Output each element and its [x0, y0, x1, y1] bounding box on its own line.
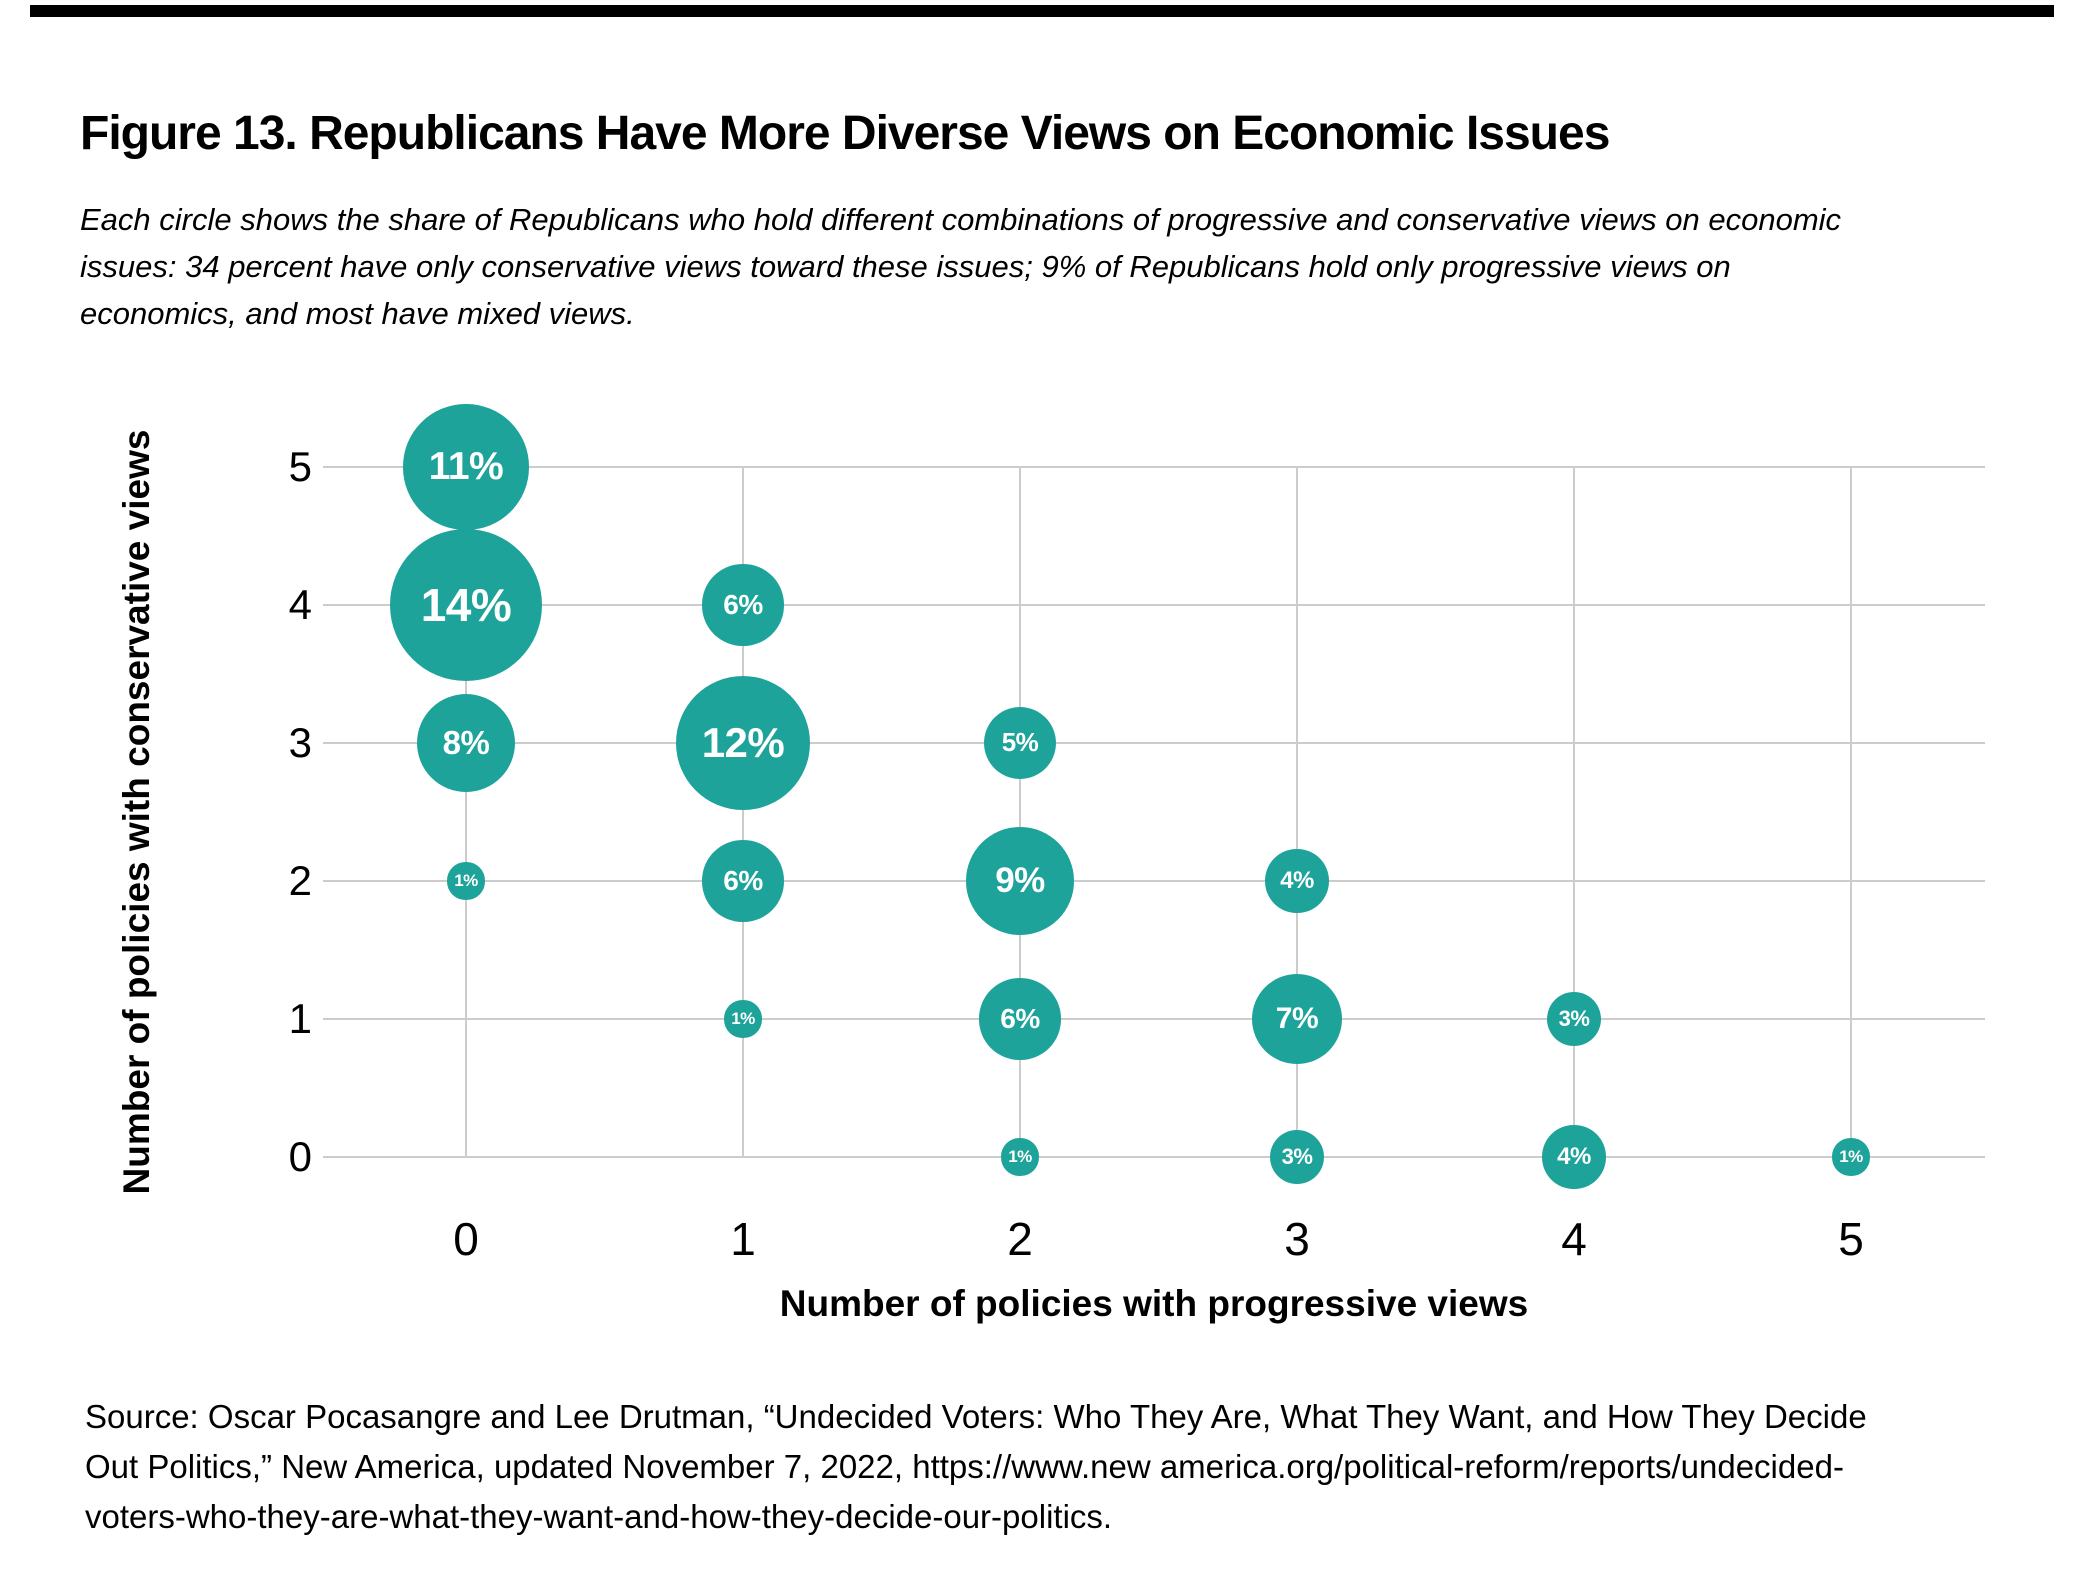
v-gridline-x4: [1573, 467, 1575, 1157]
y-tick-label-3: 3: [288, 719, 312, 766]
bubble-x2-y1: 6%: [979, 978, 1061, 1060]
bubble-x1-y4: 6%: [702, 564, 784, 646]
bubble-x4-y1: 3%: [1546, 991, 1602, 1047]
figure-title: Figure 13. Republicans Have More Diverse…: [80, 107, 1610, 161]
bubble-x0-y3: 8%: [416, 693, 516, 793]
source-note: Source: Oscar Pocasangre and Lee Drutman…: [85, 1392, 2045, 1542]
h-gridline-y1: [323, 1018, 1985, 1020]
source-note-line: voters-who-they-are-what-they-want-and-h…: [85, 1498, 1113, 1535]
y-tick-label-0: 0: [288, 1133, 312, 1180]
x-tick-label-0: 0: [453, 1213, 479, 1265]
figure-subtitle-line: issues: 34 percent have only conservativ…: [80, 249, 1731, 284]
x-axis-title: Number of policies with progressive view…: [779, 1283, 1529, 1324]
figure-subtitle: Each circle shows the share of Republica…: [80, 196, 2040, 337]
bubble-x1-y2: 6%: [702, 840, 784, 922]
y-axis-title: Number of policies with conservative vie…: [116, 429, 157, 1195]
y-tick-label-4: 4: [288, 581, 312, 628]
x-tick-label-3: 3: [1284, 1213, 1310, 1265]
bubble-x0-y5: 11%: [403, 404, 529, 530]
h-gridline-y0: [323, 1156, 1985, 1158]
bubble-x2-y3: 5%: [983, 706, 1057, 780]
x-tick-label-1: 1: [730, 1213, 756, 1265]
v-gridline-x3: [1296, 467, 1298, 1157]
figure-subtitle-line: economics, and most have mixed views.: [80, 296, 635, 331]
x-tick-label-2: 2: [1007, 1213, 1033, 1265]
bubble-x3-y0: 3%: [1269, 1129, 1325, 1185]
bubble-x3-y1: 7%: [1252, 974, 1342, 1064]
x-tick-label-4: 4: [1561, 1213, 1587, 1265]
h-gridline-y4: [323, 604, 1985, 606]
bubble-x0-y4: 14%: [390, 529, 542, 681]
figure-subtitle-line: Each circle shows the share of Republica…: [80, 202, 1842, 237]
bubble-x0-y2: 1%: [447, 862, 485, 900]
h-gridline-y3: [323, 742, 1985, 744]
bubble-x4-y0: 4%: [1542, 1125, 1606, 1189]
bubble-x1-y3: 12%: [675, 675, 810, 810]
bubble-x2-y2: 9%: [966, 827, 1074, 935]
bubble-x3-y2: 4%: [1265, 849, 1329, 913]
source-note-line: Out Politics,” New America, updated Nove…: [85, 1448, 1844, 1485]
y-tick-label-5: 5: [288, 443, 312, 490]
top-rule: [30, 5, 2054, 17]
y-tick-label-2: 2: [288, 857, 312, 904]
h-gridline-y2: [323, 880, 1985, 882]
v-gridline-x5: [1850, 467, 1852, 1157]
bubble-x5-y0: 1%: [1832, 1138, 1870, 1176]
source-note-line: Source: Oscar Pocasangre and Lee Drutman…: [85, 1398, 1867, 1435]
y-tick-label-1: 1: [288, 995, 312, 1042]
v-gridline-x1: [742, 467, 744, 1157]
bubble-x1-y1: 1%: [724, 1000, 762, 1038]
x-tick-label-5: 5: [1838, 1213, 1864, 1265]
h-gridline-y5: [323, 466, 1985, 468]
bubble-x2-y0: 1%: [1001, 1138, 1039, 1176]
v-gridline-x2: [1019, 467, 1021, 1157]
v-gridline-x0: [465, 467, 467, 1157]
